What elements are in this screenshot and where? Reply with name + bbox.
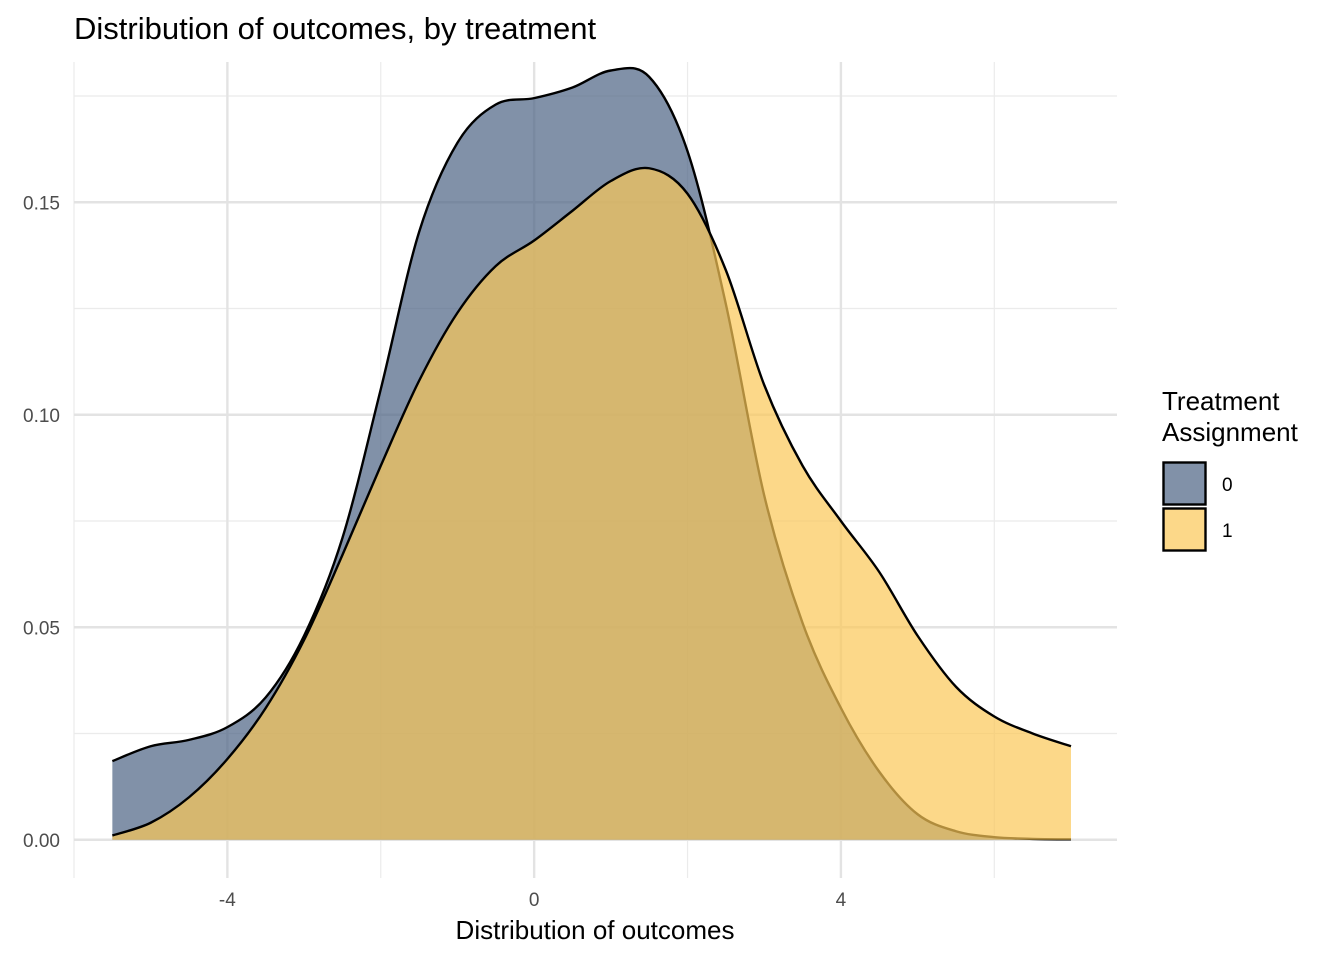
y-tick-label: 0.15 [23, 193, 60, 214]
y-tick-label: 0.00 [23, 831, 60, 852]
x-axis-label: Distribution of outcomes [456, 915, 735, 945]
legend-swatch-0 [1162, 461, 1207, 506]
legend-title-line-2: Assignment [1162, 417, 1299, 447]
legend-label-0: 0 [1222, 475, 1233, 496]
density-areas [111, 66, 1072, 841]
chart-title: Distribution of outcomes, by treatment [74, 11, 596, 46]
density-line-1 [111, 166, 1072, 837]
x-tick-label: 0 [529, 890, 540, 911]
legend: Treatment Assignment 0 1 [1162, 386, 1299, 552]
legend-title-line-1: Treatment [1162, 386, 1280, 416]
legend-label-1: 1 [1222, 521, 1233, 542]
density-area-1 [112, 167, 1071, 840]
x-tick-label: -4 [219, 890, 236, 911]
y-tick-label: 0.05 [23, 618, 60, 639]
axis-ticks: 0.00 0.05 0.10 0.15 -4 0 4 [23, 193, 847, 911]
y-tick-label: 0.10 [23, 406, 60, 427]
legend-swatch-1 [1162, 507, 1207, 552]
x-tick-label: 4 [836, 890, 847, 911]
